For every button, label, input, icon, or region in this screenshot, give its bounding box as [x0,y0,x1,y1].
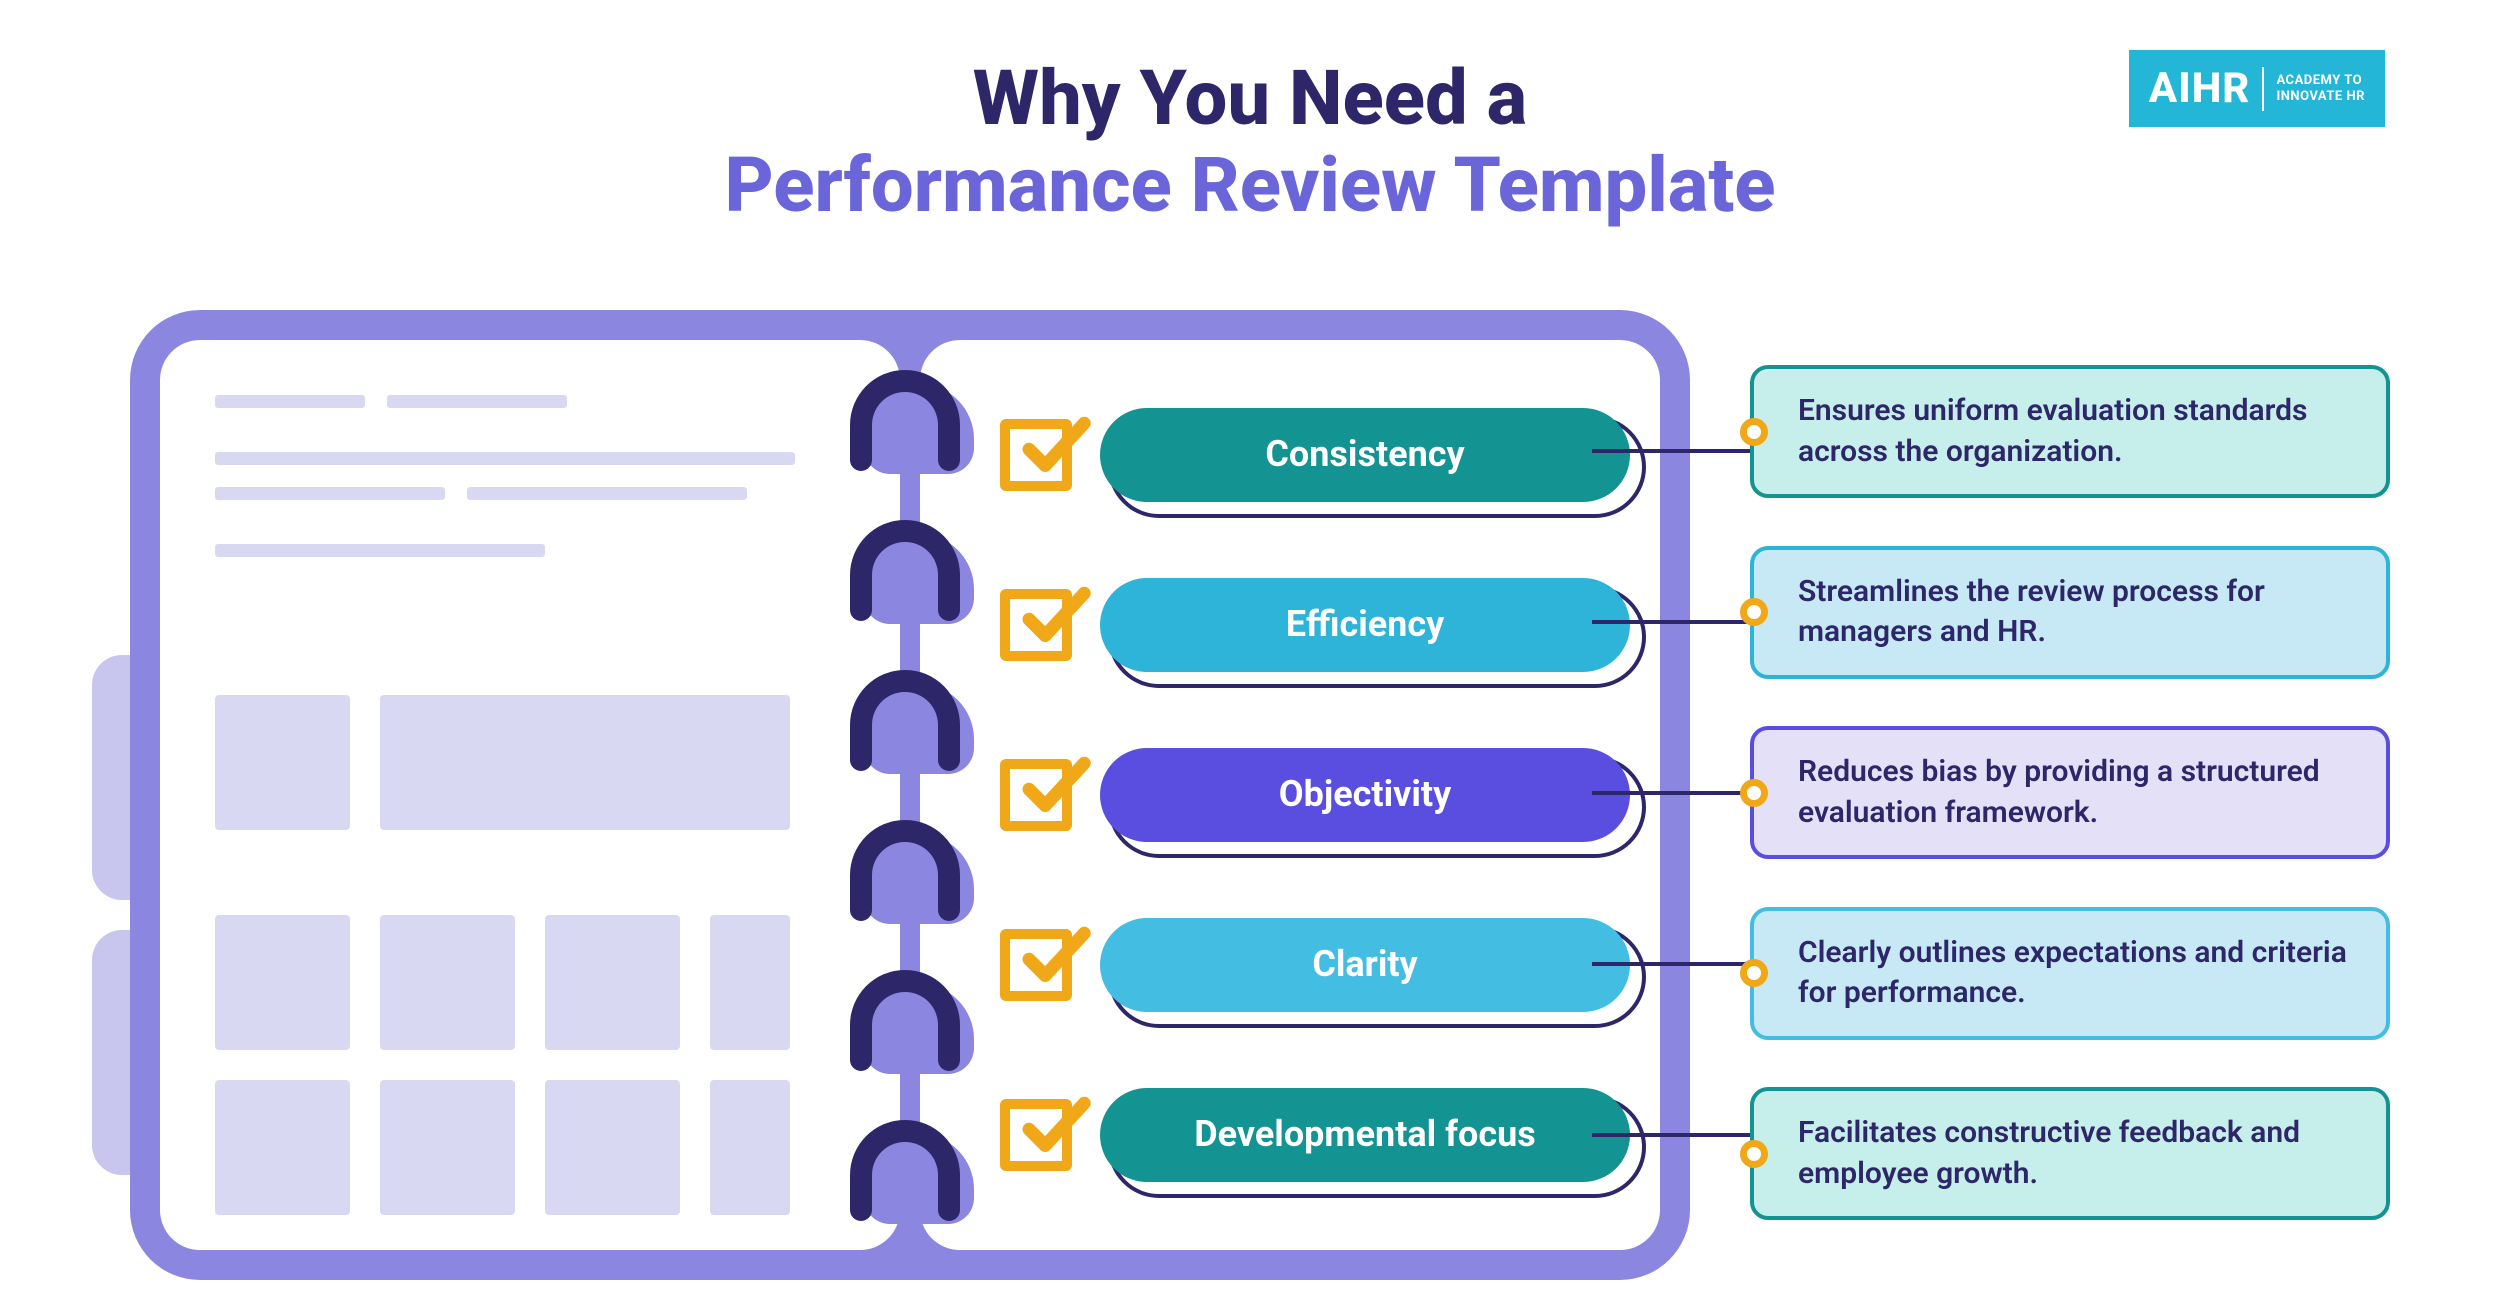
benefit-item: Developmental focus [1000,1075,1630,1195]
benefit-pill: Objectivity [1100,748,1630,841]
benefit-item: Efficiency [1000,565,1630,685]
connector-line [1592,449,1750,453]
connector-line [1592,791,1750,795]
description-text: Ensures uniform evaluation standards acr… [1798,391,2356,472]
card-connector-dot [1740,418,1768,446]
benefit-pill-label: Clarity [1100,918,1630,1011]
benefit-pill-label: Objectivity [1100,748,1630,841]
checkbox-icon [1000,419,1072,491]
benefit-item: Clarity [1000,905,1630,1025]
card-connector-dot [1740,1140,1768,1168]
connector-line [1592,620,1750,624]
description-text: Reduces bias by providing a structured e… [1798,752,2356,833]
description-card: Streamlines the review process for manag… [1750,546,2390,679]
card-connector-dot [1740,598,1768,626]
checkbox-icon [1000,1099,1072,1171]
logo-divider [2262,67,2264,111]
description-text: Clearly outlines expectations and criter… [1798,933,2356,1014]
checkbox-icon [1000,929,1072,1001]
benefit-pill-label: Consistency [1100,408,1630,501]
description-text: Facilitates constructive feedback and em… [1798,1113,2356,1194]
checkbox-icon [1000,589,1072,661]
placeholder-blocks [215,915,845,1050]
notebook-page-left [160,340,900,1250]
card-connector-dot [1740,959,1768,987]
description-card: Reduces bias by providing a structured e… [1750,726,2390,859]
benefit-pill: Efficiency [1100,578,1630,671]
title-line-2: Performance Review Template [520,142,1980,229]
connector-line [1592,1133,1750,1137]
benefit-item: Consistency [1000,395,1630,515]
notebook-graphic: Consistency Efficiency Objectivity Clarity D… [130,310,1690,1280]
description-card: Ensures uniform evaluation standards acr… [1750,365,2390,498]
benefit-pill: Developmental focus [1100,1088,1630,1181]
description-card: Clearly outlines expectations and criter… [1750,907,2390,1040]
description-text: Streamlines the review process for manag… [1798,572,2356,653]
connector-line [1592,962,1750,966]
benefit-pill-label: Efficiency [1100,578,1630,671]
page-title: Why You Need a Performance Review Templa… [520,55,1980,230]
logo-main-text: AIHR [2149,64,2251,113]
title-line-1: Why You Need a [520,55,1980,142]
card-connector-dot [1740,779,1768,807]
benefit-pill: Clarity [1100,918,1630,1011]
notebook-page-right: Consistency Efficiency Objectivity Clarity D… [920,340,1660,1250]
notebook-rings [850,370,990,1220]
benefit-item: Objectivity [1000,735,1630,855]
placeholder-blocks [215,1080,845,1215]
description-cards: Ensures uniform evaluation standards acr… [1750,365,2390,1220]
placeholder-lines [215,395,845,579]
checkbox-icon [1000,759,1072,831]
brand-logo: AIHR ACADEMY TOINNOVATE HR [2129,50,2385,127]
connector-lines [1592,365,1750,1220]
description-card: Facilitates constructive feedback and em… [1750,1087,2390,1220]
benefit-pill-label: Developmental focus [1100,1088,1630,1181]
placeholder-blocks [215,695,845,830]
benefit-pill: Consistency [1100,408,1630,501]
logo-sub-text: ACADEMY TOINNOVATE HR [2276,73,2365,104]
